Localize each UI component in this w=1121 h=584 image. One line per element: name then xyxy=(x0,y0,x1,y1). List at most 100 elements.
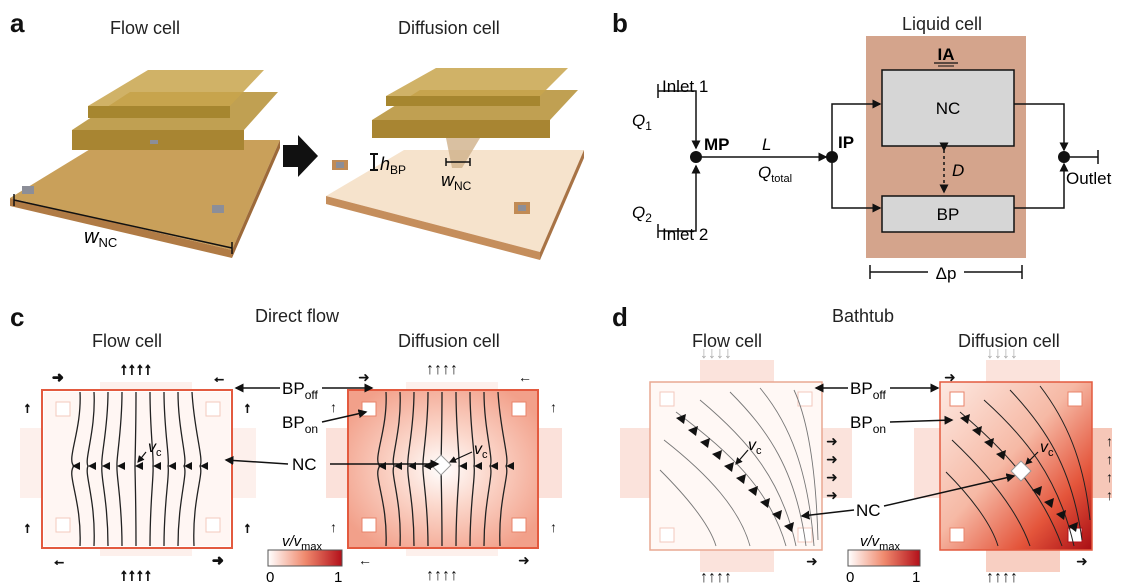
c-flow-cell-map xyxy=(20,382,256,556)
svg-text:↑: ↑ xyxy=(1106,451,1113,467)
c-diffusion-cell-map xyxy=(326,382,562,556)
c-bp-on-label: BPon xyxy=(282,413,318,436)
svg-text:↑↑↑↑: ↑↑↑↑ xyxy=(700,569,732,584)
c-colorbar-label: v/vmax xyxy=(282,533,322,553)
svg-text:➜: ➜ xyxy=(826,433,838,449)
d-vc-label-left: vc xyxy=(748,437,762,457)
svg-text:↑↑↑↑: ↑↑↑↑ xyxy=(120,361,152,378)
diffusion-cell-3d-render xyxy=(326,68,584,260)
inlet1-label: Inlet 1 xyxy=(662,77,708,96)
d-colorbar-min: 0 xyxy=(846,569,854,584)
c-colorbar-max: 1 xyxy=(334,569,342,584)
ip-to-nc xyxy=(831,99,882,151)
svg-text:↑: ↑ xyxy=(1106,433,1113,449)
svg-text:↑: ↑ xyxy=(550,399,557,415)
c-vc-label-left: vc xyxy=(148,439,162,459)
c-diffusion-cell-boundary-arrows: ↑↑↑↑ ↑↑↑↑ ➜ ← ← ➜ ↑ ↑ ↑ ↑ xyxy=(330,361,557,584)
svg-text:➜: ➜ xyxy=(826,451,838,467)
d-flow-cell-map xyxy=(620,360,852,572)
svg-text:➜: ➜ xyxy=(518,552,530,568)
d-label: D xyxy=(952,161,964,180)
bp-box xyxy=(881,195,1015,233)
svg-text:➜: ➜ xyxy=(1076,553,1088,569)
w-nc-scale-bar xyxy=(13,194,233,254)
l-label: L xyxy=(762,135,771,154)
mp-node xyxy=(690,151,702,163)
w-nc-label: wNC xyxy=(84,226,117,250)
bp-to-outlet xyxy=(1014,162,1069,209)
svg-text:➜: ➜ xyxy=(826,487,838,503)
d-bp-on-arrow xyxy=(889,415,954,425)
c-vc-arrow-right xyxy=(448,451,473,463)
svg-text:➜: ➜ xyxy=(52,369,64,385)
svg-text:←: ← xyxy=(518,369,532,385)
c-bp-off-label: BPoff xyxy=(282,379,318,402)
ip-label: IP xyxy=(838,133,854,152)
d-colorbar-max: 1 xyxy=(912,569,920,584)
panel-c-title: Direct flow xyxy=(255,306,340,326)
c-flow-cell-boundary-arrows: ↑↑↑↑ ↑↑↑↑ ➜ ← ← ➜ ↑ ↑ ↑ ↑ xyxy=(24,361,252,584)
d-bp-on-label: BPon xyxy=(850,413,886,436)
d-vc-label-right: vc xyxy=(1040,439,1054,459)
c-vc-label-right: vc xyxy=(474,441,488,461)
ip-to-bp xyxy=(831,163,882,213)
ip-node xyxy=(826,151,838,163)
mp-label: MP xyxy=(704,135,730,154)
q1-label: Q1 xyxy=(632,111,652,133)
svg-text:↑: ↑ xyxy=(330,519,337,535)
panel-d-left-title: Flow cell xyxy=(692,331,763,351)
panel-letter-a: a xyxy=(10,8,25,38)
d-diffusion-cell-map xyxy=(914,360,1112,572)
c-bp-on-arrow xyxy=(321,409,368,423)
delta-p-mask xyxy=(928,262,964,282)
h-bp-label: hBP xyxy=(380,154,406,177)
inlet2-label: Inlet 2 xyxy=(662,225,708,244)
panel-a-left-title: Flow cell xyxy=(110,18,181,38)
c-colorbar xyxy=(267,549,343,567)
d-vc-arrow-left xyxy=(735,449,749,465)
svg-text:↑↑↑↑: ↑↑↑↑ xyxy=(986,569,1018,584)
svg-text:➜: ➜ xyxy=(358,369,370,385)
nc-box xyxy=(881,69,1015,147)
d-nc-label: NC xyxy=(856,501,881,520)
q2-label: Q2 xyxy=(632,203,652,225)
svg-text:↓↓↓↓: ↓↓↓↓ xyxy=(986,345,1018,362)
d-nc-arrow-right xyxy=(883,473,1016,507)
panel-a-right-title: Diffusion cell xyxy=(398,18,500,38)
w-nc-small-label: wNC xyxy=(441,170,472,193)
ia-label: IA xyxy=(938,45,955,64)
svg-text:↑: ↑ xyxy=(24,519,31,535)
q-total-label: Qtotal xyxy=(758,163,792,185)
c-colorbar-min: 0 xyxy=(266,569,274,584)
svg-text:➜: ➜ xyxy=(826,469,838,485)
svg-text:↓↓↓↓: ↓↓↓↓ xyxy=(700,345,732,362)
flow-cell-3d-render xyxy=(10,70,280,258)
d-flow-cell-boundary-arrows: ↓↓↓↓ ↑↑↑↑ ➜ ➜ ➜ ➜ ➜ xyxy=(700,345,838,584)
d-vc-arrow-right xyxy=(1025,451,1039,465)
panel-letter-d: d xyxy=(612,302,628,332)
panel-d-right-title: Diffusion cell xyxy=(958,331,1060,351)
outlet-label: Outlet xyxy=(1066,169,1112,188)
d-colorbar-label: v/vmax xyxy=(860,533,900,553)
svg-text:➜: ➜ xyxy=(944,369,956,385)
transition-arrow xyxy=(283,135,318,177)
inlet2-line xyxy=(658,164,701,232)
d-nc-arrow-left xyxy=(800,509,855,520)
liquid-cell-label: Liquid cell xyxy=(902,14,983,34)
bp-box-label: BP xyxy=(937,205,960,224)
svg-text:↑: ↑ xyxy=(24,399,31,415)
c-vc-arrow-left xyxy=(137,451,147,463)
svg-text:➜: ➜ xyxy=(212,552,224,568)
w-nc-small-marker xyxy=(445,158,471,166)
svg-text:←: ← xyxy=(358,552,372,568)
svg-text:↑↑↑↑: ↑↑↑↑ xyxy=(426,567,458,584)
svg-text:↑: ↑ xyxy=(330,399,337,415)
svg-text:↑: ↑ xyxy=(550,519,557,535)
h-bp-marker xyxy=(370,153,378,171)
panel-letter-c: c xyxy=(10,302,25,332)
c-nc-label: NC xyxy=(292,455,317,474)
delta-p-label: Δp xyxy=(936,264,957,283)
svg-text:➜: ➜ xyxy=(806,553,818,569)
c-nc-arrow-left xyxy=(224,455,289,465)
